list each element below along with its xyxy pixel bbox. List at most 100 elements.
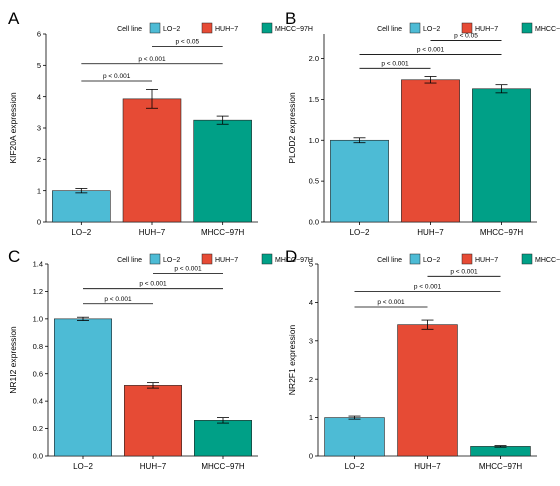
legend-label-1: LO−2 [163,257,180,264]
legend-label-3: MHCC−97H [535,26,560,33]
x-tick-label: MHCC−97H [479,462,523,471]
bar-1 [53,318,113,457]
y-tick-label: 1.4 [33,260,43,269]
bar-2 [122,98,182,223]
y-tick-label: 0.2 [33,424,43,433]
x-tick-label: LO−2 [71,228,91,237]
significance-label: p < 0.001 [174,266,202,273]
significance-label: p < 0.001 [104,296,132,303]
legend-swatch-3 [521,22,533,34]
legend-swatch-2 [201,22,213,34]
y-axis-title: NR1I2 expression [8,326,18,394]
y-tick-label: 5 [37,61,41,70]
y-tick-label: 1.2 [33,287,43,296]
y-tick-label: 0.4 [33,397,43,406]
legend-swatch-1 [149,253,161,265]
legend: Cell line LO−2 HUH−7 MHCC−97H [117,253,313,265]
bar-3 [193,119,252,223]
x-tick-label: HUH−7 [140,462,167,471]
legend-label-1: LO−2 [423,26,440,33]
y-tick-label: 3 [309,336,313,345]
y-tick-label: 1 [37,186,41,195]
legend-title: Cell line [117,257,142,264]
significance-label: p < 0.001 [414,284,442,291]
significance-label: p < 0.05 [175,39,199,46]
bar-1 [324,417,385,457]
bar-3 [470,446,531,457]
bar-2 [401,79,460,223]
y-tick-label: 0.0 [33,452,43,461]
legend-label-3: MHCC−97H [535,257,560,264]
y-tick-label: 4 [37,92,41,101]
legend-label-1: LO−2 [423,257,440,264]
bar-1 [52,190,111,223]
legend: Cell line LO−2 HUH−7 MHCC−97H [377,22,560,34]
bar-3 [194,420,253,457]
significance-label: p < 0.001 [417,46,445,53]
legend-title: Cell line [377,257,402,264]
x-tick-label: LO−2 [73,462,93,471]
bar-2 [397,324,458,457]
y-tick-label: 5 [309,260,313,269]
legend-label-2: HUH−7 [475,26,498,33]
legend-label-3: MHCC−97H [275,26,313,33]
panel-a: A Cell line LO−2 HUH−7 MHCC−97H KIF20A expres… [8,9,313,237]
y-tick-label: 2 [37,155,41,164]
bar-3 [472,88,531,223]
legend-swatch-2 [461,22,473,34]
y-axis-title: KIF20A expression [8,92,18,164]
y-tick-label: 0 [37,218,41,227]
legend-swatch-1 [409,253,421,265]
significance-label: p < 0.001 [450,268,478,275]
y-tick-label: 0.5 [309,177,319,186]
legend-label-1: LO−2 [163,26,180,33]
y-tick-label: 0.8 [33,342,43,351]
x-tick-label: MHCC−97H [480,228,524,237]
y-tick-label: 3 [37,124,41,133]
legend-title: Cell line [117,26,142,33]
bar-1 [330,139,389,223]
x-tick-label: HUH−7 [139,228,166,237]
panel-b: B Cell line LO−2 HUH−7 MHCC−97H PLOD2 express… [285,9,560,237]
y-tick-label: 2 [309,375,313,384]
legend-swatch-2 [461,253,473,265]
panel-letter: C [8,247,20,266]
y-tick-label: 2.0 [309,54,319,63]
panel-d: D Cell line LO−2 HUH−7 MHCC−97H NR2F1 express… [285,247,560,471]
x-tick-label: MHCC−97H [201,228,245,237]
legend-swatch-2 [201,253,213,265]
x-tick-label: HUH−7 [414,462,441,471]
significance-label: p < 0.05 [454,33,478,40]
legend-label-3: MHCC−97H [275,257,313,264]
legend-label-2: HUH−7 [215,257,238,264]
y-tick-label: 0 [309,452,313,461]
legend-swatch-3 [261,22,273,34]
x-tick-label: LO−2 [350,228,370,237]
panel-letter: B [285,9,296,28]
legend-swatch-3 [261,253,273,265]
y-tick-label: 0.6 [33,369,43,378]
y-axis-title: PLOD2 expression [287,92,297,164]
legend-label-2: HUH−7 [215,26,238,33]
panel-letter: D [285,247,297,266]
legend-label-2: HUH−7 [475,257,498,264]
bar-2 [124,385,183,457]
y-axis-title: NR2F1 expression [287,325,297,396]
significance-label: p < 0.001 [138,56,166,63]
significance-label: p < 0.001 [381,60,409,67]
legend-swatch-3 [521,253,533,265]
y-tick-label: 6 [37,30,41,39]
y-tick-label: 1.0 [309,136,319,145]
y-tick-label: 0.0 [309,218,319,227]
y-tick-label: 1.0 [33,314,43,323]
y-tick-label: 1.5 [309,95,319,104]
legend-swatch-1 [149,22,161,34]
significance-label: p < 0.001 [139,281,167,288]
x-tick-label: LO−2 [345,462,365,471]
legend-swatch-1 [409,22,421,34]
panel-letter: A [8,9,20,28]
y-tick-label: 4 [309,298,313,307]
x-tick-label: HUH−7 [417,228,444,237]
legend: Cell line LO−2 HUH−7 MHCC−97H [377,253,560,265]
